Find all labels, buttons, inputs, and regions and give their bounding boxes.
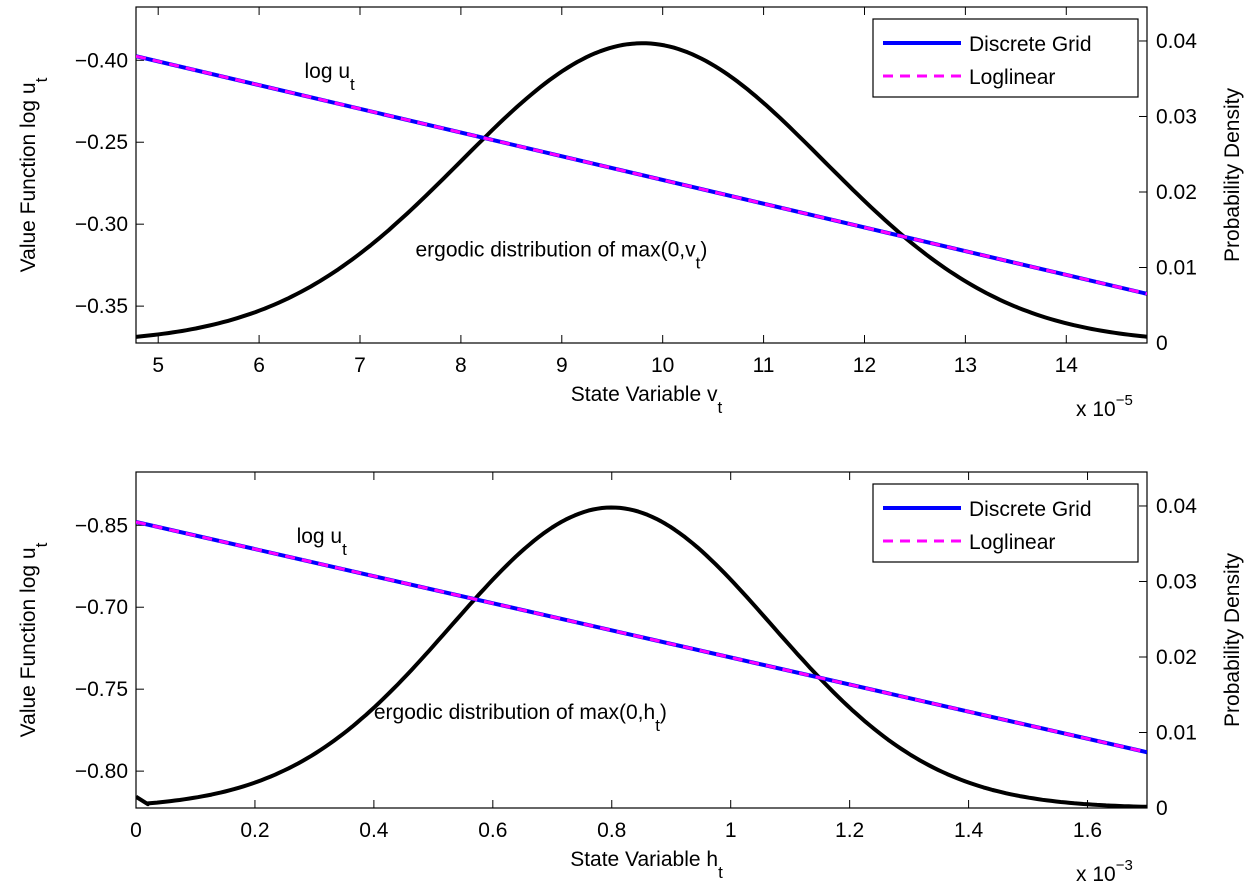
x-axis-label: State Variable ht (570, 848, 723, 882)
x-tick-label: 0.6 (478, 819, 507, 842)
density-curve (136, 41, 1147, 339)
legend: Discrete Grid Loglinear (872, 18, 1139, 98)
annotation-subscript: t (342, 540, 347, 559)
y-left-tick-label: −0.35 (75, 295, 128, 318)
y-left-tick-label: −0.85 (75, 514, 128, 537)
y-left-tick-label: −0.25 (75, 131, 128, 154)
x-tick-label: 5 (152, 354, 164, 377)
x-tick-label: 13 (954, 354, 977, 377)
legend-box (872, 18, 1139, 98)
x-axis-label-text: State Variable v (571, 383, 718, 406)
y-axis-left-label: Value Function log ut (17, 77, 51, 272)
y-left-tick-label: −0.40 (75, 49, 128, 72)
annotation-text: log u (305, 60, 351, 83)
y-left-tick-label: −0.70 (75, 596, 128, 619)
x-tick-label: 10 (651, 354, 674, 377)
annotation-label: ergodic distribution of max(0,vt) (415, 238, 707, 272)
plot-frame (135, 471, 1148, 809)
y-right-tick-label: 0.02 (1156, 181, 1197, 204)
x-axis-label-text: State Variable h (570, 848, 718, 871)
y-right-tick-label: 0 (1156, 332, 1168, 355)
x-axis-multiplier-text: x 10 (1076, 863, 1116, 886)
x-tick-label: 9 (556, 354, 568, 377)
y-left-tick-label: −0.75 (75, 678, 128, 701)
y-right-tick-label: 0.02 (1156, 646, 1197, 669)
y-right-tick-label: 0.01 (1156, 721, 1197, 744)
annotation-text: ergodic distribution of max(0,h (374, 701, 655, 724)
y-axis-left-label: Value Function log ut (17, 542, 51, 737)
x-tick-label: 7 (354, 354, 366, 377)
annotation-label: log ut (297, 525, 348, 559)
x-axis-label-subscript: t (717, 398, 722, 417)
loglinear-line (136, 520, 1147, 754)
x-tick-label: 8 (455, 354, 467, 377)
x-tick-label: 0.8 (597, 819, 626, 842)
annotation-subscript: t (696, 253, 701, 272)
chart-panel-1: 5 6 7 8 9 10 11 12 13 14 −0.35 −0.30 −0.25 −0.40 0 0.01… (17, 6, 1244, 421)
y-right-tick-label: 0 (1156, 797, 1168, 820)
legend-entry: Loglinear (969, 66, 1055, 89)
x-axis-multiplier: x 10−3 (1076, 857, 1133, 886)
x-tick-label: 1.6 (1073, 819, 1102, 842)
x-tick-label: 1.4 (954, 819, 984, 842)
x-tick-label: 0 (130, 819, 142, 842)
y-left-tick-label: −0.80 (75, 760, 128, 783)
y-axis-left-label-subscript: t (32, 77, 51, 82)
x-tick-label: 6 (253, 354, 265, 377)
annotation-tail: ) (700, 238, 707, 261)
x-tick-label: 12 (853, 354, 876, 377)
annotation-subscript: t (350, 75, 355, 94)
annotation-label: ergodic distribution of max(0,ht) (374, 701, 667, 735)
y-right-tick-label: 0.03 (1156, 105, 1197, 128)
x-tick-label: 11 (753, 354, 775, 377)
annotation-subscript: t (655, 716, 660, 735)
x-axis-multiplier-exponent: −5 (1116, 392, 1133, 409)
x-tick-label: 1.2 (835, 819, 864, 842)
legend-entry: Discrete Grid (969, 498, 1092, 521)
legend-entry: Loglinear (969, 531, 1055, 554)
y-axis-left-label-subscript: t (32, 542, 51, 547)
y-axis-left-label-text: Value Function log u (17, 82, 40, 272)
chart-panel-2: 0 0.2 0.4 0.6 0.8 1 1.2 1.4 1.6 −0.80 −0.75 −0.70 −0… (17, 471, 1244, 886)
y-right-tick-label: 0.03 (1156, 570, 1197, 593)
loglinear-line (136, 54, 1147, 296)
y-axis-right-label: Probability Density (1221, 553, 1244, 727)
y-axis-right-label: Probability Density (1221, 88, 1244, 262)
annotation-text: ergodic distribution of max(0,v (415, 238, 696, 261)
x-tick-label: 0.2 (240, 819, 269, 842)
annotation-text: log u (297, 525, 343, 548)
density-curve (136, 505, 1147, 808)
legend: Discrete Grid Loglinear (872, 483, 1139, 563)
y-axis-left-label-text: Value Function log u (17, 547, 40, 737)
plot-frame (135, 6, 1148, 344)
x-axis-label-subscript: t (718, 863, 723, 882)
y-right-tick-label: 0.04 (1156, 30, 1197, 53)
x-axis-label: State Variable vt (571, 383, 723, 417)
x-axis-multiplier-text: x 10 (1076, 398, 1116, 421)
y-left-tick-label: −0.30 (75, 213, 128, 236)
x-tick-label: 1 (725, 819, 737, 842)
x-tick-label: 14 (1055, 354, 1079, 377)
y-right-tick-label: 0.04 (1156, 495, 1197, 518)
x-tick-label: 0.4 (359, 819, 389, 842)
legend-entry: Discrete Grid (969, 33, 1092, 56)
x-axis-multiplier: x 10−5 (1076, 392, 1133, 421)
legend-box (872, 483, 1139, 563)
annotation-tail: ) (660, 701, 667, 724)
y-right-tick-label: 0.01 (1156, 256, 1197, 279)
annotation-label: log ut (305, 60, 356, 94)
x-axis-multiplier-exponent: −3 (1116, 857, 1133, 874)
